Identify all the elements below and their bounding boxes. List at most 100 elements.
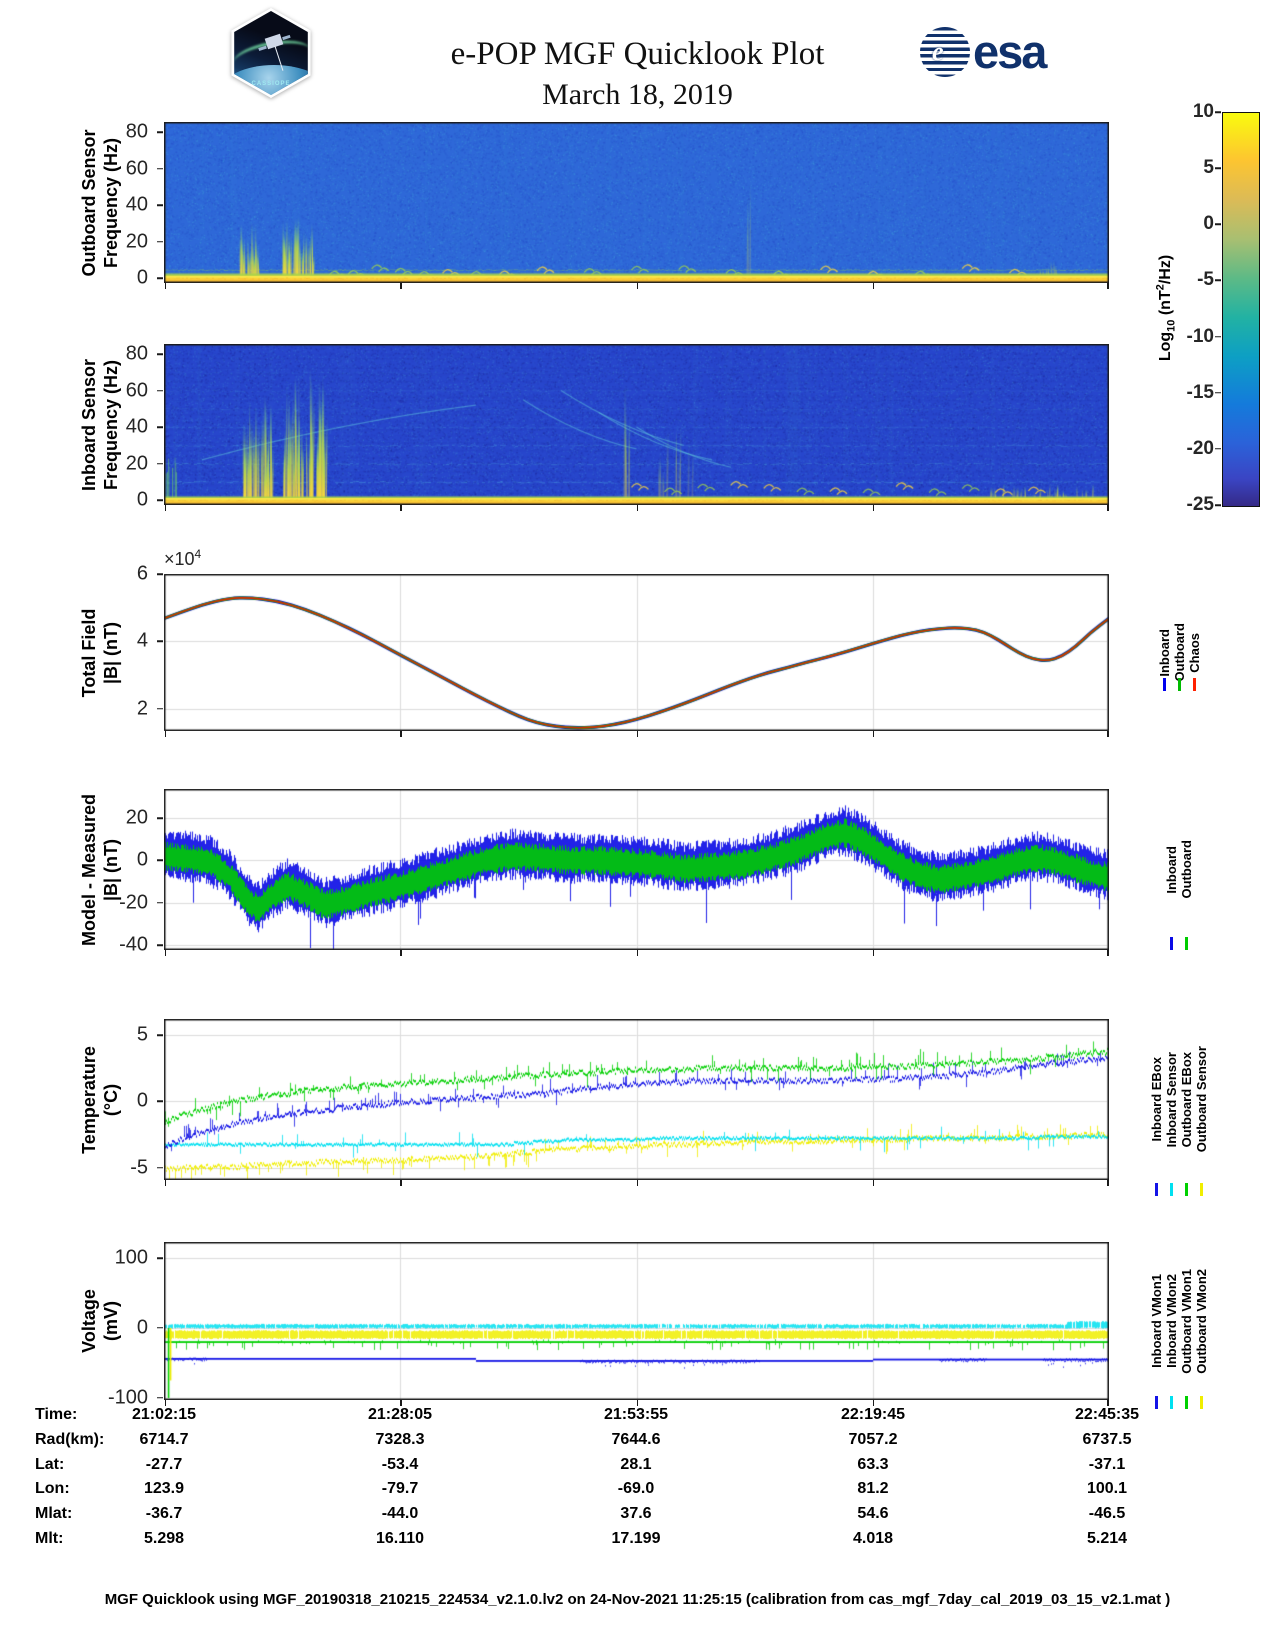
y-tick-label: 40 — [125, 415, 148, 438]
y-tick-label: 60 — [125, 379, 148, 402]
colorbar-tick-mark — [1215, 111, 1221, 113]
table-row: Time: 21:02:15 21:28:05 21:53:55 22:19:45 22:… — [0, 1406, 1275, 1428]
y-tick-mark — [157, 1100, 163, 1103]
esa-globe-icon: e — [920, 26, 970, 77]
page-date: March 18, 2019 — [542, 78, 733, 111]
x-tick-mark — [1107, 1400, 1109, 1406]
x-tick-mark — [164, 1180, 167, 1186]
exponent-power: 4 — [194, 547, 202, 561]
legend-color-dash — [1170, 1396, 1173, 1409]
y-tick-label: 0 — [136, 1089, 148, 1112]
legend-color-dash — [1200, 1396, 1203, 1409]
legend-color-dash — [1162, 678, 1166, 691]
x-tick-mark — [400, 950, 402, 956]
legend-color-dash — [1200, 1183, 1203, 1196]
x-tick-mark — [1107, 505, 1109, 511]
legend-color-dash — [1170, 1183, 1173, 1196]
legend-color-dash — [1185, 1183, 1188, 1196]
y-tick-mark — [157, 1034, 163, 1036]
table-cell: -79.7 — [381, 1480, 419, 1498]
x-tick-mark — [636, 283, 638, 289]
y-tick-label: -40 — [119, 933, 148, 956]
x-tick-mark — [400, 505, 402, 511]
y-tick-mark — [157, 499, 163, 501]
y-tick-mark — [157, 1327, 163, 1329]
x-tick-mark — [164, 283, 167, 289]
x-tick-mark — [636, 505, 638, 511]
plot-outboard-spectrogram — [164, 122, 1109, 283]
legend-key-column — [1194, 1183, 1209, 1196]
colorbar-tick-mark — [1215, 504, 1221, 506]
colorbar-tick-label: -5 — [1197, 269, 1214, 291]
y-axis-exponent-label: ×104 — [164, 547, 201, 570]
table-cell: -44.0 — [381, 1505, 419, 1523]
y-tick-mark — [157, 1257, 163, 1259]
y-tick-mark — [157, 944, 163, 946]
x-tick-mark — [636, 1400, 638, 1406]
x-tick-mark — [872, 1180, 875, 1186]
y-tick-label: 0 — [136, 1316, 148, 1339]
x-tick-mark — [1107, 283, 1109, 289]
table-cell: -69.0 — [617, 1480, 655, 1498]
y-tick-mark — [157, 131, 163, 133]
x-tick-mark — [1107, 1180, 1109, 1186]
legend-key-column — [1179, 937, 1194, 950]
legend-key-column — [1164, 1183, 1179, 1196]
legend-color-dash — [1155, 1183, 1158, 1196]
table-cell: 5.298 — [143, 1530, 185, 1547]
table-cell: 16.110 — [375, 1530, 425, 1547]
page-title: e-POP MGF Quicklook Plot — [450, 36, 825, 72]
colorbar — [1222, 112, 1260, 507]
legend-color-dash — [1177, 678, 1181, 691]
legend-label: Outboard VMon1 — [1179, 1268, 1194, 1374]
inboard-spectrogram-canvas — [164, 344, 1109, 505]
legend-color-keys — [1146, 678, 1212, 691]
legend-key-column — [1164, 1396, 1179, 1409]
plot-inboard-spectrogram — [164, 344, 1109, 505]
table-cell: 21:28:05 — [367, 1406, 433, 1423]
legend-model_measured: Inboard Outboard — [1146, 789, 1212, 950]
legend-total_field: Inboard Outboard Chaos — [1146, 574, 1212, 731]
colorbar-tick-mark — [1215, 167, 1221, 169]
y-tick-label: 80 — [125, 120, 148, 143]
colorbar-tick-mark — [1215, 223, 1221, 226]
colorbar-label-mid: (nT — [1157, 290, 1175, 320]
voltage-canvas — [164, 1242, 1109, 1400]
y-tick-label: 20 — [125, 230, 148, 253]
legend-label: Outboard VMon2 — [1194, 1268, 1209, 1374]
table-cell: 7644.6 — [611, 1430, 661, 1448]
y-tick-mark — [157, 277, 163, 279]
table-cell: 123.9 — [143, 1480, 185, 1498]
colorbar-tick-label: 10 — [1192, 101, 1214, 122]
legend-labels: Inboard Outboard — [1146, 789, 1212, 950]
y-tick-label: -5 — [130, 1156, 148, 1179]
cassiope-logo: CASSIOPE — [228, 8, 314, 98]
legend-temperature: Inboard EBox Inboard Sensor Outboard EBox O… — [1146, 1019, 1212, 1196]
outboard-spectrogram-canvas — [164, 122, 1109, 283]
y-tick-mark — [157, 859, 163, 862]
y-tick-label: 20 — [125, 452, 148, 475]
table-cell: -27.7 — [145, 1455, 183, 1473]
table-row-label: Lat: — [35, 1455, 65, 1473]
legend-label: Inboard VMon1 — [1149, 1274, 1164, 1368]
legend-color-dash — [1185, 937, 1188, 950]
panel-temperature: Temperature (°C) -5 0 5 Inboard EBox Inboard… — [0, 1019, 1275, 1196]
y-tick-label: 2 — [136, 697, 148, 720]
table-cell: 21:53:55 — [603, 1406, 669, 1423]
legend-label: Chaos — [1186, 632, 1202, 673]
legend-item-column: Outboard VMon2 — [1194, 1269, 1209, 1374]
legend-item-column: Inboard — [1164, 846, 1179, 894]
model-measured-canvas — [164, 789, 1109, 950]
x-tick-mark — [164, 731, 167, 737]
esa-logo: e esa — [920, 24, 1047, 79]
legend-color-dash — [1185, 1396, 1188, 1409]
y-tick-label: -20 — [119, 891, 148, 914]
legend-labels: Inboard VMon1 Inboard VMon2 Outboard VMon1… — [1146, 1242, 1212, 1400]
x-tick-mark — [164, 1400, 167, 1406]
esa-globe-letter: e — [932, 36, 944, 66]
legend-labels: Inboard Outboard Chaos — [1146, 574, 1212, 731]
colorbar-tick-label: -25 — [1186, 494, 1214, 515]
legend-item-column: Inboard EBox — [1149, 1057, 1164, 1142]
colorbar-tick-mark — [1215, 448, 1221, 450]
colorbar-tick-label: -15 — [1186, 381, 1214, 403]
